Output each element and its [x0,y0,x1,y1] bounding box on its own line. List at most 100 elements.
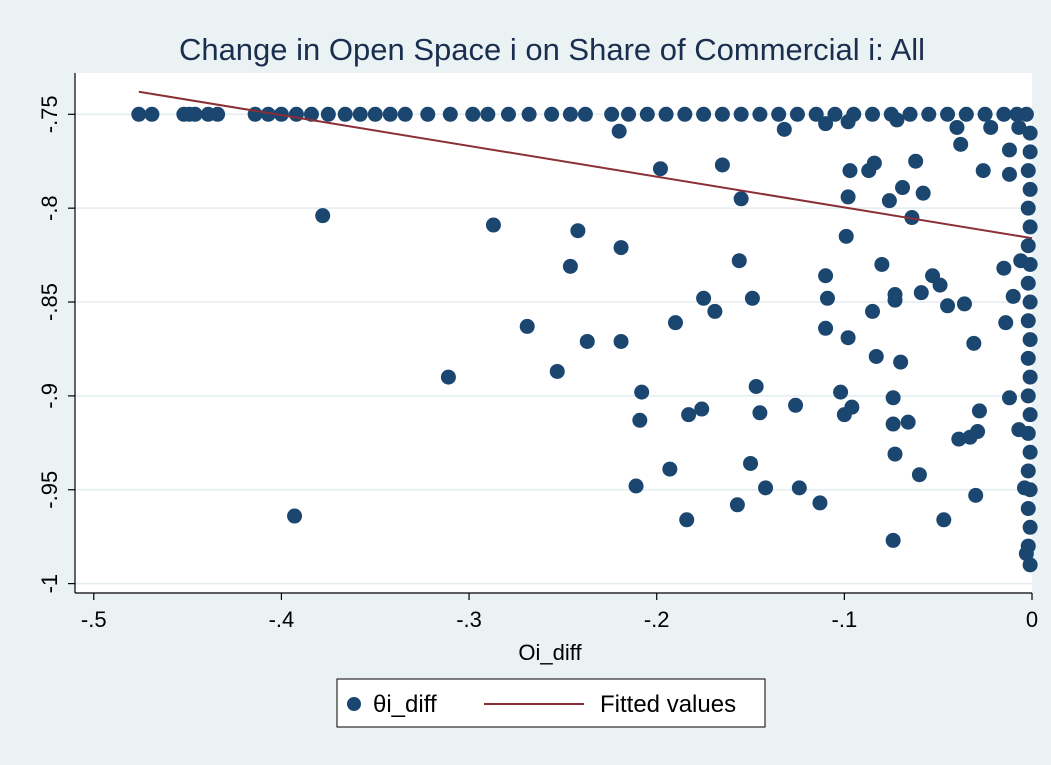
scatter-point [287,508,303,524]
scatter-point [866,155,882,171]
scatter-point [210,106,226,122]
x-tick-label: -.3 [456,607,482,632]
scatter-point [679,512,695,528]
scatter-point [442,106,458,122]
scatter-point [895,180,911,196]
scatter-point [662,461,678,477]
x-tick-label: -.2 [644,607,670,632]
scatter-point [1020,388,1036,404]
scatter-point [1022,332,1038,348]
scatter-point [714,157,730,173]
scatter-point [885,390,901,406]
scatter-point [1020,425,1036,441]
scatter-point [1022,444,1038,460]
scatter-point [577,106,593,122]
scatter-point [921,106,937,122]
scatter-point [1020,463,1036,479]
scatter-point [868,348,884,364]
scatter-point [521,106,537,122]
scatter-point [911,467,927,483]
scatter-point [621,106,637,122]
chart-title: Change in Open Space i on Share of Comme… [179,32,925,67]
x-ticks: -.5 -.4 -.3 -.2 -.1 0 [81,593,1038,632]
scatter-point [315,208,331,224]
scatter-point [968,487,984,503]
scatter-point [1022,369,1038,385]
scatter-point [758,480,774,496]
legend: θi_diff Fitted values [336,678,766,728]
scatter-point [840,189,856,205]
scatter-point [743,455,759,471]
legend-label-scatter: θi_diff [373,691,437,718]
scatter-point [874,256,890,272]
scatter-point [983,119,999,135]
scatter-point [1016,480,1032,496]
scatter-point [1022,294,1038,310]
scatter-point [352,106,368,122]
scatter-point [731,253,747,269]
y-tick-label: -.75 [37,95,62,133]
legend-marker-scatter [347,697,361,711]
scatter-point [818,320,834,336]
scatter-point [949,119,965,135]
scatter-point [628,478,644,494]
scatter-point [1001,390,1017,406]
scatter-point [1020,501,1036,517]
scatter-point [908,153,924,169]
scatter-point [915,185,931,201]
scatter-point [144,106,160,122]
scatter-point [611,123,627,139]
scatter-point [956,296,972,312]
scatter-point [900,414,916,430]
scatter-point [1022,125,1038,141]
scatter-point [1018,106,1034,122]
scatter-point [480,106,496,122]
scatter-point [485,217,501,233]
scatter-point [562,258,578,274]
scatter-point [1001,166,1017,182]
scatter-point [1001,142,1017,158]
legend-box [336,678,766,728]
scatter-point [788,397,804,413]
scatter-point [940,298,956,314]
scatter-point [1020,200,1036,216]
scatter-point [570,223,586,239]
scatter-point [667,315,683,331]
scatter-point [932,277,948,293]
x-tick-label: -.4 [269,607,295,632]
scatter-point [833,384,849,400]
scatter-point [1022,219,1038,235]
scatter-point [658,106,674,122]
scatter-point [819,290,835,306]
scatter-point [889,112,905,128]
y-tick-label: -.85 [37,283,62,321]
scatter-point [500,106,516,122]
scatter-point [1022,407,1038,423]
scatter-point [1018,546,1034,562]
scatter-point [733,106,749,122]
scatter-point [1005,288,1021,304]
scatter-point [752,106,768,122]
scatter-point [902,106,918,122]
scatter-point [776,121,792,137]
scatter-point [733,191,749,207]
scatter-point [696,290,712,306]
scatter-point [260,106,276,122]
scatter-point [632,412,648,428]
scatter-point [1022,519,1038,535]
x-tick-label: -.5 [81,607,107,632]
legend-label-fitted: Fitted values [600,691,736,718]
scatter-point [1020,275,1036,291]
scatter-point [714,106,730,122]
x-tick-label: -.1 [832,607,858,632]
scatter-point [818,116,834,132]
scatter-point [707,303,723,319]
scatter-point [808,106,824,122]
scatter-point [970,424,986,440]
scatter-point [544,106,560,122]
scatter-point [996,260,1012,276]
scatter-point [966,335,982,351]
scatter-point [1011,119,1027,135]
scatter-point [885,416,901,432]
